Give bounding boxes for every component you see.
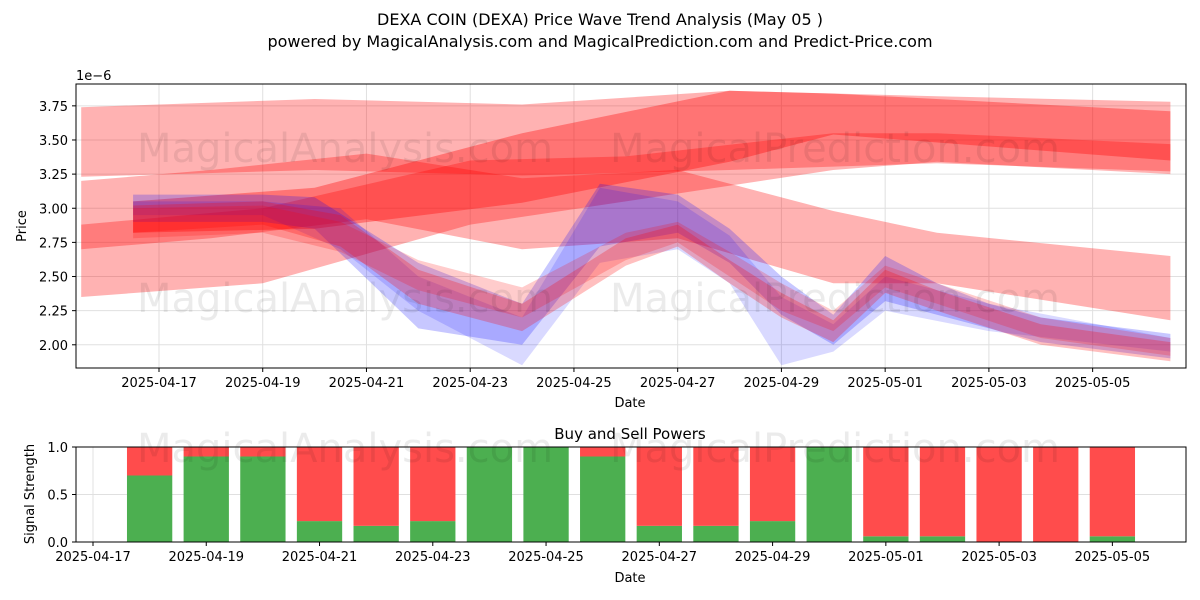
sell-bar <box>240 447 286 457</box>
price-x-tick-label: 2025-05-03 <box>951 376 1027 391</box>
sell-bar <box>1089 447 1136 537</box>
price-bands <box>81 90 1171 366</box>
signal-x-axis-label: Date <box>614 571 645 586</box>
price-x-tick-label: 2025-05-05 <box>1055 376 1131 391</box>
sell-bar <box>636 447 682 526</box>
signal-x-tick-label: 2025-04-23 <box>395 550 471 565</box>
signal-y-tick-label: 1.0 <box>47 441 68 456</box>
sell-bar <box>693 447 739 526</box>
watermark-analysis-1: MagicalAnalysis.com <box>137 126 553 172</box>
price-band-red-wave-1 <box>133 201 1171 362</box>
sell-bar <box>296 447 343 522</box>
sell-bar <box>1033 447 1079 542</box>
price-x-axis-label: Date <box>614 396 645 411</box>
signal-x-tick-label: 2025-04-19 <box>168 550 244 565</box>
buy-bar <box>636 525 682 542</box>
price-x-tick-label: 2025-04-19 <box>225 376 301 391</box>
buy-bar <box>353 525 399 542</box>
price-x-tick-label: 2025-04-25 <box>536 376 612 391</box>
buy-bar <box>919 536 966 542</box>
sell-bar <box>863 447 909 537</box>
buy-bar <box>806 447 852 542</box>
sell-bar <box>410 447 456 522</box>
signal-x-tick-label: 2025-04-21 <box>282 550 358 565</box>
signal-x-tick-label: 2025-04-27 <box>622 550 698 565</box>
signal-x-tick-label: 2025-05-05 <box>1075 550 1151 565</box>
signal-x-ticks: 2025-04-17 2025-04-19 2025-04-21 2025-04-23… <box>55 542 1150 565</box>
price-band-blue-wave-2 <box>133 187 1171 366</box>
buy-bar <box>183 456 229 542</box>
buy-bar <box>693 525 739 542</box>
price-y-tick-label: 2.75 <box>39 236 68 251</box>
y-exponent-label: 1e−6 <box>76 69 111 84</box>
price-x-tick-label: 2025-04-17 <box>121 376 197 391</box>
price-y-ticks: 2.00 2.25 2.50 2.75 3.00 3.25 3.50 3.75 <box>39 100 76 354</box>
buy-bar <box>296 521 343 542</box>
buy-bar <box>410 521 456 542</box>
buy-bar <box>1089 536 1136 542</box>
price-y-tick-label: 3.00 <box>39 202 68 217</box>
signal-y-tick-label: 0.0 <box>47 536 68 551</box>
price-plot-frame <box>75 83 1187 369</box>
price-x-tick-label: 2025-04-27 <box>640 376 716 391</box>
buy-bar <box>240 456 286 542</box>
signal-x-tick-label: 2025-05-03 <box>961 550 1037 565</box>
price-band-blue-wave-1 <box>133 183 1171 359</box>
sell-bar <box>580 447 626 457</box>
price-band-wide-band-rise <box>133 90 1171 233</box>
watermark-prediction-3: MagicalPrediction.com <box>610 426 1060 472</box>
signal-y-axis-label: Signal Strength <box>23 444 38 544</box>
chart-subtitle: powered by MagicalAnalysis.com and Magic… <box>267 32 932 51</box>
price-x-tick-label: 2025-04-29 <box>744 376 820 391</box>
buy-bar <box>466 447 513 542</box>
sell-bar <box>749 447 796 522</box>
price-x-ticks: 2025-04-17 2025-04-19 2025-04-21 2025-04-23… <box>121 368 1130 391</box>
watermark-analysis-3: MagicalAnalysis.com <box>137 426 553 472</box>
price-x-tick-label: 2025-05-01 <box>847 376 923 391</box>
price-y-tick-label: 2.50 <box>39 271 68 286</box>
buy-bar <box>749 521 796 542</box>
price-y-axis-label: Price <box>15 210 30 242</box>
signal-y-ticks: 0.0 0.5 1.0 <box>47 441 76 551</box>
signal-x-tick-label: 2025-04-29 <box>735 550 811 565</box>
sell-bar <box>976 447 1022 542</box>
sell-bar <box>353 447 399 526</box>
chart-title: DEXA COIN (DEXA) Price Wave Trend Analys… <box>377 10 823 29</box>
watermark-analysis-2: MagicalAnalysis.com <box>137 276 553 322</box>
price-x-tick-label: 2025-04-23 <box>432 376 508 391</box>
signal-x-tick-label: 2025-05-01 <box>848 550 924 565</box>
price-band-red-wave-2 <box>133 205 1171 356</box>
price-y-tick-label: 3.50 <box>39 134 68 149</box>
buy-bar <box>863 536 909 542</box>
price-band-wide-band-top <box>81 90 1171 177</box>
price-y-tick-label: 2.00 <box>39 339 68 354</box>
price-chart: 2025-04-17 2025-04-19 2025-04-21 2025-04-23… <box>15 69 1187 411</box>
buy-bar <box>523 447 569 542</box>
price-grid <box>76 84 1186 368</box>
signal-bars <box>126 447 1136 542</box>
signal-y-tick-label: 0.5 <box>47 489 68 504</box>
price-x-tick-label: 2025-04-21 <box>329 376 405 391</box>
price-y-tick-label: 3.75 <box>39 100 68 115</box>
signal-x-tick-label: 2025-04-25 <box>508 550 584 565</box>
price-y-tick-label: 2.25 <box>39 305 68 320</box>
price-y-tick-label: 3.25 <box>39 168 68 183</box>
watermark-prediction-2: MagicalPrediction.com <box>610 276 1060 322</box>
sell-bar <box>183 447 229 457</box>
buy-bar <box>580 456 626 542</box>
signal-chart-title: Buy and Sell Powers <box>554 425 706 443</box>
buy-bar <box>126 475 173 542</box>
sell-bar <box>126 447 173 476</box>
price-band-wide-band-mid <box>81 153 1171 321</box>
price-band-wide-band-low <box>81 133 1171 297</box>
signal-chart: Buy and Sell Powers 2025-04-17 2025-04-19… <box>23 425 1187 586</box>
watermarks: MagicalAnalysis.com MagicalPrediction.co… <box>137 126 1060 472</box>
sell-bar <box>919 447 966 537</box>
signal-x-tick-label: 2025-04-17 <box>55 550 131 565</box>
watermark-prediction-1: MagicalPrediction.com <box>610 126 1060 172</box>
